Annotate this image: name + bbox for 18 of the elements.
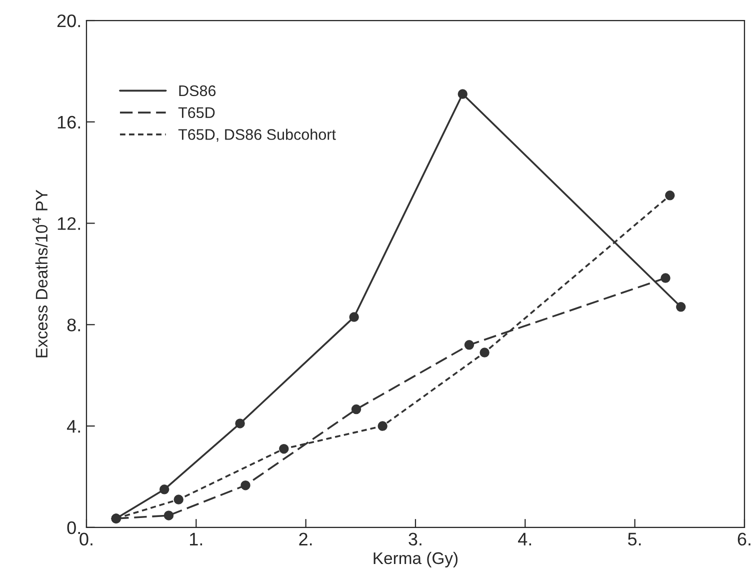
y-tick-label: 20. [57,14,80,28]
y-tick-label: 12. [58,217,80,230]
y-tick-label: 8. [67,318,80,332]
legend-label: T65D, DS86 Subcohort [178,128,336,142]
x-tick-label: 2. [299,532,312,546]
x-tick-label: 4. [518,532,532,546]
y-tick-label: 4. [66,420,80,433]
x-tick-label: 0. [80,532,92,546]
x-tick-label: 5. [628,532,641,546]
y-axis-title: Excess Deaths/10$^{4}$ PY [32,190,48,358]
x-axis-title: Kerma (Gy) [374,552,458,568]
legend-label: DS86 [179,85,216,96]
y-tick-label: 16. [58,116,80,129]
legend-label: T65D [178,107,215,118]
x-tick-label: 6. [738,532,750,546]
y-tick-label: 0. [67,521,80,534]
x-tick-label: 3. [408,532,422,546]
x-tick-label: 1. [190,532,202,546]
